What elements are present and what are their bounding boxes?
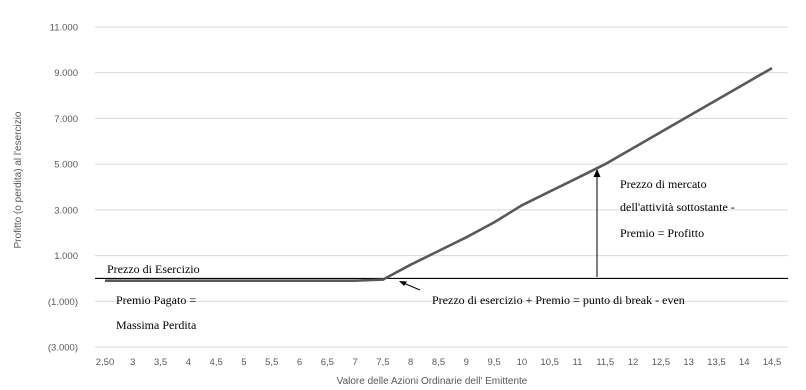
x-tick-label: 14,5: [763, 357, 782, 368]
y-tick-label: 11.000: [50, 23, 78, 34]
x-tick-label: 6: [297, 357, 302, 368]
x-tick-label: 3,5: [154, 357, 167, 368]
x-tick-label: 12: [628, 357, 639, 368]
x-tick-label: 2,50: [96, 357, 115, 368]
y-tick-label: (3.000): [48, 343, 78, 354]
y-tick-label: 5.000: [54, 160, 78, 171]
x-tick-label: 4: [186, 357, 191, 368]
x-axis-title: Valore delle Azioni Ordinarie dell' Emit…: [337, 376, 528, 387]
premium-label-line2: Massima Perdita: [116, 318, 197, 332]
x-tick-label: 8,5: [432, 357, 445, 368]
x-tick-label: 13: [683, 357, 694, 368]
x-tick-label: 11,5: [596, 357, 614, 368]
x-tick-label: 11: [573, 357, 583, 368]
x-tick-label: 3: [130, 357, 135, 368]
x-tick-label: 7: [352, 357, 357, 368]
x-tick-label: 6,5: [321, 357, 334, 368]
premium-label-line1: Premio Pagato =: [116, 293, 196, 307]
profit-label-line2: dell'attività sottostante -: [620, 200, 735, 214]
y-axis-ticks: 11.000 9.000 7.000 5.000 3.000 1.000 (1.000) (3…: [48, 23, 78, 354]
x-tick-label: 9: [464, 357, 469, 368]
profit-arrow: [593, 169, 601, 277]
x-axis-ticks: 2,50 3 3,5 4 4,5 5 5,5 6 6,5 7 7,5 8 8,5 9 9,5 10 10,5 11…: [96, 357, 782, 368]
y-tick-label: 1.000: [54, 251, 78, 262]
x-tick-label: 10: [517, 357, 528, 368]
breakeven-arrow: [399, 281, 421, 291]
x-tick-label: 8: [408, 357, 413, 368]
x-tick-label: 13,5: [707, 357, 726, 368]
payoff-line: [105, 66, 773, 283]
y-axis-title: Profitto (o perdita) al l'esercizio: [13, 111, 24, 248]
x-tick-label: 14: [739, 357, 750, 368]
x-tick-label: 4,5: [210, 357, 223, 368]
x-tick-label: 10,5: [540, 357, 559, 368]
profit-label-line3: Premio = Profitto: [620, 226, 704, 240]
y-tick-label: 7.000: [54, 114, 78, 125]
x-tick-label: 12,5: [652, 357, 671, 368]
strike-label: Prezzo di Esercizio: [107, 262, 200, 276]
profit-label-line1: Prezzo di mercato: [620, 177, 707, 191]
x-tick-label: 5,5: [265, 357, 278, 368]
grid-lines: [95, 26, 788, 348]
breakeven-label: Prezzo di esercizio + Premio = punto di …: [432, 293, 685, 307]
y-tick-label: (1.000): [48, 297, 78, 308]
x-tick-label: 7,5: [376, 357, 389, 368]
x-tick-label: 5: [241, 357, 246, 368]
x-tick-label: 9,5: [487, 357, 500, 368]
y-tick-label: 3.000: [54, 205, 78, 216]
y-tick-label: 9.000: [54, 68, 78, 79]
